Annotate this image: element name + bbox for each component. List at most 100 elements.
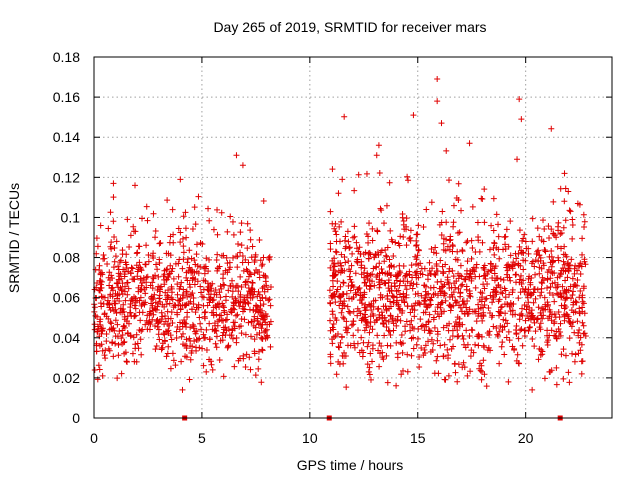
data-point [443,236,450,243]
data-point [551,298,558,305]
data-point [119,247,126,254]
data-point [266,296,273,303]
data-point [167,233,174,240]
data-point [169,206,176,213]
data-point [350,318,357,325]
data-point [577,271,584,278]
data-point [446,265,453,272]
data-point [206,336,213,343]
data-point [192,261,199,268]
data-point [564,274,571,281]
data-point [349,250,356,257]
data-points [91,76,589,393]
data-point [209,366,216,373]
data-point [343,384,350,391]
data-point [534,316,541,323]
data-point [576,309,583,316]
data-point [142,321,149,328]
data-point [438,120,445,127]
x-tick-label: 5 [198,430,206,446]
data-point [342,233,349,240]
data-point [499,339,506,346]
data-point [356,244,363,251]
data-point [551,270,558,277]
data-point [565,369,572,376]
data-point [335,190,342,197]
data-point [529,313,536,320]
data-point [367,376,374,383]
data-point [540,217,547,224]
data-point [122,259,129,266]
data-point [520,277,527,284]
data-point [99,347,106,354]
y-tick-label: 0.12 [53,169,80,185]
data-point [338,334,345,341]
data-point [406,235,413,242]
data-point [572,351,579,358]
data-point [137,294,144,301]
data-point [555,227,562,234]
data-point [118,335,125,342]
data-point [487,347,494,354]
data-point [191,328,198,335]
data-point [137,336,144,343]
data-point [135,288,142,295]
data-point [191,257,198,264]
data-point [341,253,348,260]
data-point [488,222,495,229]
data-point [525,289,532,296]
data-point [180,341,187,348]
data-point [259,346,266,353]
data-point [567,208,574,215]
data-point [422,342,429,349]
data-point [250,307,257,314]
data-point [529,335,536,342]
data-point [350,332,357,339]
data-point [180,213,187,220]
data-point [223,254,230,261]
data-point [255,348,262,355]
data-point [197,264,204,271]
data-point [147,282,154,289]
data-point [481,266,488,273]
data-point [426,259,433,266]
data-point [121,322,128,329]
data-point [490,227,497,234]
data-point [255,309,262,316]
data-point [557,320,564,327]
data-point [572,298,579,305]
data-point [251,257,258,264]
data-point [174,309,181,316]
data-point [373,152,380,159]
data-point [546,234,553,241]
data-point [202,308,209,315]
data-point [224,269,231,276]
data-point [579,235,586,242]
data-point [505,261,512,268]
data-point [341,302,348,309]
data-point [558,302,565,309]
data-point [438,219,445,226]
data-point [327,300,334,307]
data-point [550,257,557,264]
data-point [326,287,333,294]
data-point [403,286,410,293]
data-point [513,271,520,278]
data-point [105,315,112,322]
data-point [127,300,134,307]
data-point [98,303,105,310]
data-point [398,331,405,338]
data-point [350,234,357,241]
data-point [338,251,345,258]
data-point [507,308,514,315]
data-point [407,234,414,241]
data-point [210,312,217,319]
data-point [260,254,267,261]
data-point [152,234,159,241]
data-point [144,217,151,224]
data-point [244,220,251,227]
data-point [338,309,345,316]
data-point [345,238,352,245]
data-point [111,245,118,252]
data-point [112,306,119,313]
